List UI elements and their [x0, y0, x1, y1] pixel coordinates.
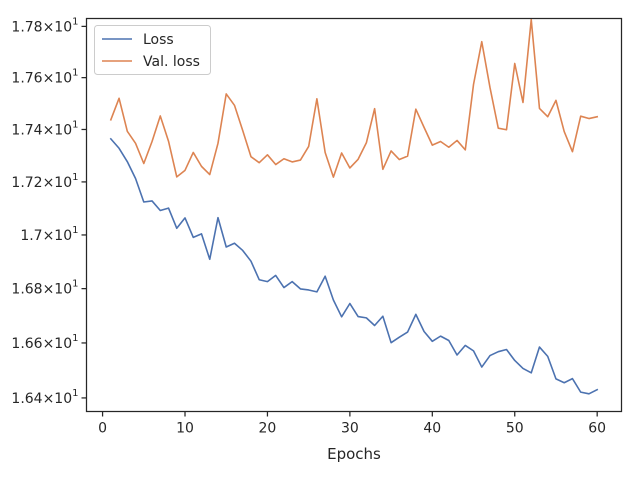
x-axis-label: Epochs [327, 445, 381, 463]
y-tick-label: 1.78×101 [11, 16, 78, 35]
legend-label-loss: Loss [143, 32, 174, 48]
plot-frame [85, 17, 623, 413]
plot-area [86, 18, 622, 412]
y-tick-label: 1.66×101 [11, 333, 78, 352]
x-tick-label: 0 [98, 421, 107, 437]
y-tick-label: 1.72×101 [11, 172, 78, 191]
y-tick-label: 1.76×101 [11, 68, 78, 87]
x-axis-ticks: 0 10 20 30 40 50 60 [98, 411, 606, 437]
y-tick-label: 1.7×101 [20, 225, 78, 244]
x-tick-label: 30 [341, 421, 359, 437]
series-line-val-loss [109, 18, 599, 178]
y-tick-label: 1.64×101 [11, 388, 78, 407]
x-tick-label: 10 [176, 421, 194, 437]
x-tick-label: 60 [588, 421, 606, 437]
legend-label-val-loss: Val. loss [143, 54, 200, 70]
x-tick-label: 20 [259, 421, 277, 437]
y-tick-label: 1.68×101 [11, 279, 78, 298]
x-tick-label: 50 [506, 421, 524, 437]
y-axis-ticks: 1.64×101 1.66×101 1.68×101 1.7×101 1.72×101 1… [11, 16, 87, 407]
series-line-loss [109, 137, 599, 395]
y-tick-label: 1.74×101 [11, 119, 78, 138]
legend: Loss Val. loss [94, 25, 211, 75]
legend-box [94, 25, 211, 75]
series-layer [109, 18, 599, 395]
x-tick-label: 40 [423, 421, 441, 437]
